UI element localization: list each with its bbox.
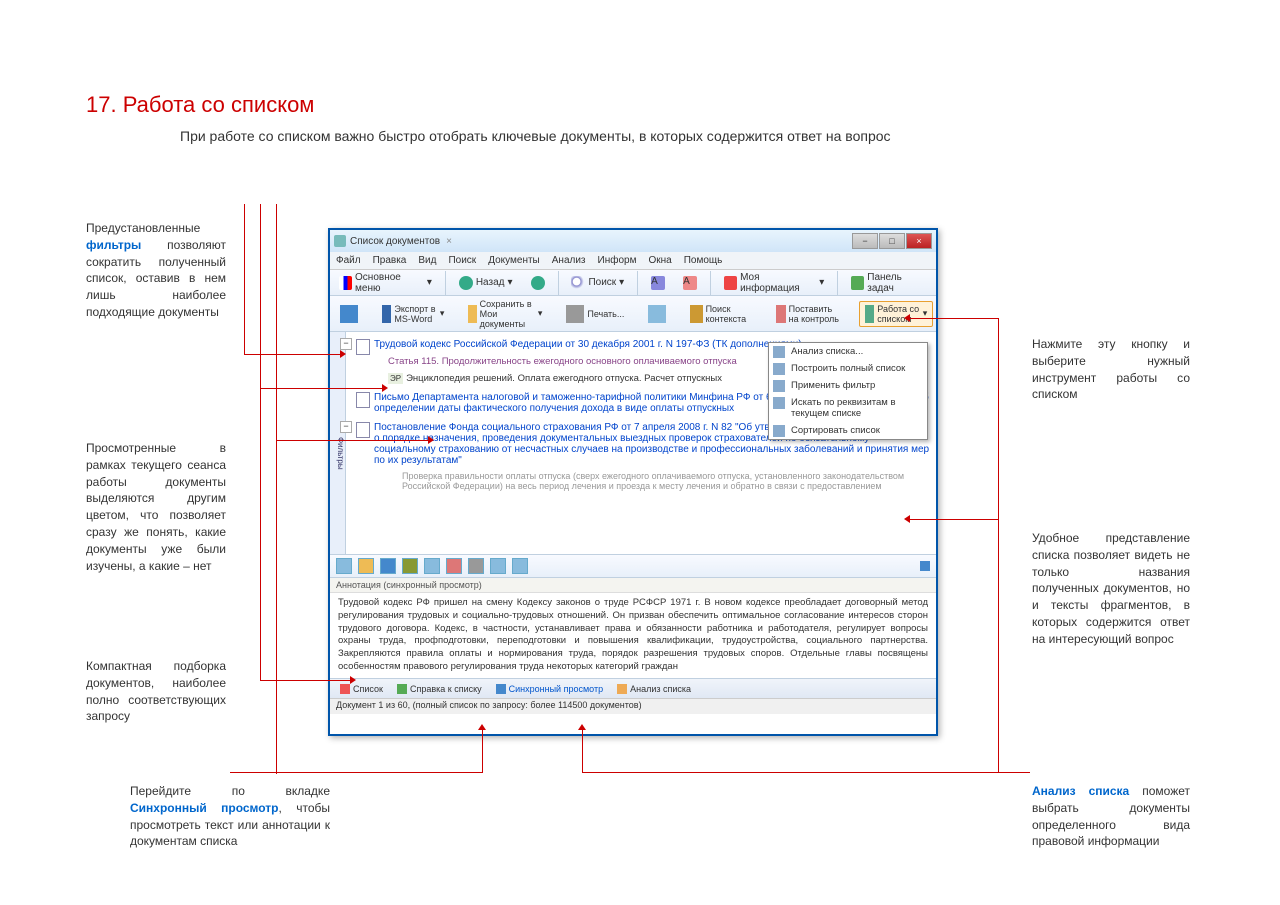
annot-filters: Предустановленные фильтры позволяют сокр… <box>86 220 226 321</box>
annot-sync: Перейдите по вкладке Синхронный просмотр… <box>130 783 330 850</box>
binoculars-icon <box>690 305 702 323</box>
listwork-menu: Анализ списка... Построить полный список… <box>768 342 928 440</box>
titlebar: Список документов × − □ × <box>330 230 936 252</box>
tasks-btn[interactable]: Панель задач <box>846 269 932 297</box>
fwd-icon <box>531 276 545 290</box>
print-icon <box>566 305 584 323</box>
back-icon <box>459 276 473 290</box>
tab-analysis[interactable]: Анализ списка <box>611 682 697 696</box>
tab-icon <box>334 235 346 247</box>
menu-item[interactable]: Файл <box>336 255 361 266</box>
tasks-icon <box>851 276 864 290</box>
doc-btn[interactable] <box>642 302 672 326</box>
tab-sync[interactable]: Синхронный просмотр <box>490 682 609 696</box>
fwd-btn[interactable] <box>526 273 550 293</box>
app-window: Список документов × − □ × Файл Правка Ви… <box>328 228 938 736</box>
word-icon <box>382 305 391 323</box>
close-btn[interactable]: × <box>906 233 932 249</box>
annotation-header: Аннотация (синхронный просмотр) <box>330 578 936 593</box>
bottom-tabs: Список Справка к списку Синхронный просм… <box>330 678 936 698</box>
statusbar: Документ 1 из 60, (полный список по запр… <box>330 698 936 714</box>
menu-item[interactable]: Искать по реквизитам в текущем списке <box>769 394 927 422</box>
help-icon <box>397 684 407 694</box>
tool-icon[interactable] <box>336 558 352 574</box>
menu-item[interactable]: Анализ <box>552 255 586 266</box>
disk-icon <box>340 305 358 323</box>
annotation-text: Трудовой кодекс РФ пришел на смену Кодек… <box>330 593 936 678</box>
search-ctx-btn[interactable]: Поиск контекста <box>684 301 758 327</box>
menu-item[interactable]: Сортировать список <box>769 422 927 439</box>
tool-icon[interactable] <box>402 558 418 574</box>
max-btn[interactable]: □ <box>879 233 905 249</box>
tab-list[interactable]: Список <box>334 682 389 696</box>
page-title: 17. Работа со списком <box>86 92 314 118</box>
menu-item[interactable]: Помощь <box>684 255 723 266</box>
annot-analysis: Анализ списка поможет выбрать документы … <box>1032 783 1190 850</box>
save-disk-btn[interactable] <box>334 302 364 326</box>
print-btn[interactable]: Печать... <box>560 302 630 326</box>
menu-item[interactable]: Документы <box>488 255 540 266</box>
menu-item[interactable]: Правка <box>373 255 407 266</box>
tool-icon[interactable] <box>468 558 484 574</box>
menubar: Файл Правка Вид Поиск Документы Анализ И… <box>330 252 936 270</box>
menu-item[interactable]: Информ <box>598 255 637 266</box>
font-btn[interactable]: A <box>646 273 670 293</box>
tool-icon[interactable] <box>490 558 506 574</box>
toolbar-main: Основное меню▾ Назад▾ Поиск▾ A A Моя инф… <box>330 270 936 296</box>
list-icon <box>340 684 350 694</box>
menu-item[interactable]: Анализ списка... <box>769 343 927 360</box>
flag-icon <box>339 276 352 290</box>
tool-icon[interactable] <box>358 558 374 574</box>
myinfo-btn[interactable]: Моя информация▾ <box>719 269 829 297</box>
annot-clickbtn: Нажмите эту кнопку и выберите нужный инс… <box>1032 336 1190 403</box>
tab-title: Список документов <box>350 236 440 247</box>
folder-icon <box>468 305 476 323</box>
menu-item[interactable]: Построить полный список <box>769 360 927 377</box>
tool-icon[interactable] <box>446 558 462 574</box>
export-word-btn[interactable]: Экспорт в MS-Word▾ <box>376 301 450 327</box>
back-btn[interactable]: Назад▾ <box>454 273 518 293</box>
control-btn[interactable]: Поставить на контроль <box>770 301 847 327</box>
close-panel-icon[interactable] <box>920 561 930 571</box>
toolbar-actions: Экспорт в MS-Word▾ Сохранить в Мои докум… <box>330 296 936 332</box>
annot-viewed: Просмотренные в рамках текущего сеанса р… <box>86 440 226 574</box>
menu-item[interactable]: Вид <box>418 255 436 266</box>
sync-icon <box>496 684 506 694</box>
annot-viewconv: Удобное представление списка позволяет в… <box>1032 530 1190 648</box>
lower-toolbar <box>330 554 936 578</box>
heart-icon <box>724 276 737 290</box>
filters-sidebar[interactable]: Фильтры <box>330 332 346 554</box>
search-icon <box>571 276 585 290</box>
menu-item[interactable]: Окна <box>648 255 671 266</box>
analysis-icon <box>617 684 627 694</box>
font-btn2[interactable]: A <box>678 273 702 293</box>
save-mydocs-btn[interactable]: Сохранить в Мои документы▾ <box>462 296 548 332</box>
tool-icon[interactable] <box>380 558 396 574</box>
tool-icon[interactable] <box>512 558 528 574</box>
menu-item[interactable]: Применить фильтр <box>769 377 927 394</box>
doc-icon <box>648 305 666 323</box>
search-btn[interactable]: Поиск▾ <box>566 273 629 293</box>
doc-fragment: Проверка правильности оплаты отпуска (св… <box>388 471 930 491</box>
bell-icon <box>776 305 786 323</box>
min-btn[interactable]: − <box>852 233 878 249</box>
page-subtitle: При работе со списком важно быстро отобр… <box>180 128 891 144</box>
list-icon <box>865 305 875 323</box>
listwork-btn[interactable]: Работа со списком▾ <box>859 301 934 327</box>
fontA-icon: A <box>651 276 665 290</box>
annot-compact: Компактная подборка документов, наиболее… <box>86 658 226 725</box>
menu-item[interactable]: Поиск <box>448 255 476 266</box>
tab-help[interactable]: Справка к списку <box>391 682 488 696</box>
tool-icon[interactable] <box>424 558 440 574</box>
main-menu-btn[interactable]: Основное меню▾ <box>334 269 437 297</box>
fontA-icon: A <box>683 276 697 290</box>
